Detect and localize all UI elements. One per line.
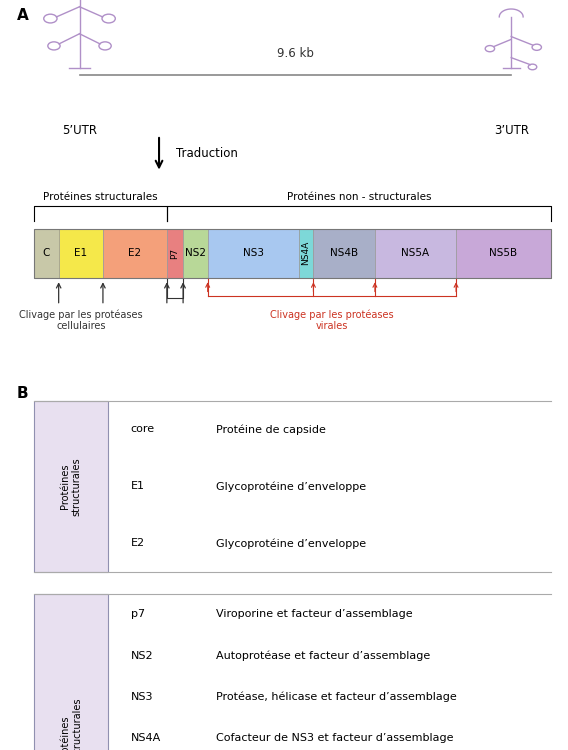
Bar [34, 400, 108, 572]
Text: NS5B: NS5B [490, 248, 517, 258]
Text: Protéines
non-structurales: Protéines non-structurales [60, 698, 82, 750]
Bar [34, 229, 59, 278]
Text: Protéines non - structurales: Protéines non - structurales [287, 193, 431, 202]
Text: 5’UTR: 5’UTR [62, 124, 97, 136]
Text: NS4A: NS4A [302, 241, 311, 266]
Text: E1: E1 [74, 248, 87, 258]
Text: E2: E2 [131, 538, 145, 548]
Bar [299, 229, 314, 278]
Bar [183, 229, 208, 278]
Text: C: C [43, 248, 50, 258]
Bar [59, 229, 103, 278]
Bar [103, 229, 167, 278]
Text: Cofacteur de NS3 et facteur d’assemblage: Cofacteur de NS3 et facteur d’assemblage [216, 733, 453, 742]
Text: Viroporine et facteur d’assemblage: Viroporine et facteur d’assemblage [216, 610, 412, 620]
Text: NS4B: NS4B [330, 248, 358, 258]
Text: Protéase, hélicase et facteur d’assemblage: Protéase, hélicase et facteur d’assembla… [216, 692, 457, 702]
Bar [208, 229, 299, 278]
Bar [167, 229, 183, 278]
Bar [34, 594, 108, 750]
Text: Protéines
structurales: Protéines structurales [60, 457, 82, 516]
Text: Glycoprotéine d’enveloppe: Glycoprotéine d’enveloppe [216, 538, 366, 548]
Text: NS2: NS2 [185, 248, 206, 258]
Text: NS2: NS2 [131, 650, 153, 661]
Text: 9.6 kb: 9.6 kb [277, 47, 314, 60]
Text: Clivage par les protéases
cellulaires: Clivage par les protéases cellulaires [19, 309, 143, 332]
Bar [314, 229, 375, 278]
Text: Glycoprotéine d’enveloppe: Glycoprotéine d’enveloppe [216, 481, 366, 491]
Text: Protéine de capside: Protéine de capside [216, 424, 325, 434]
Text: Clivage par les protéases
virales: Clivage par les protéases virales [270, 309, 394, 332]
Text: P7: P7 [170, 248, 179, 259]
Bar [456, 229, 551, 278]
Text: E1: E1 [131, 482, 145, 491]
Text: core: core [131, 424, 154, 434]
Text: 3’UTR: 3’UTR [494, 124, 529, 136]
Text: A: A [17, 8, 29, 22]
Text: NS3: NS3 [131, 692, 153, 702]
Text: NS3: NS3 [243, 248, 264, 258]
Bar [375, 229, 456, 278]
Text: NS4A: NS4A [131, 733, 161, 742]
Text: Autoprotéase et facteur d’assemblage: Autoprotéase et facteur d’assemblage [216, 650, 430, 661]
Bar [34, 229, 551, 278]
Text: Traduction: Traduction [176, 147, 238, 160]
Text: p7: p7 [131, 610, 145, 620]
Text: B: B [17, 386, 28, 401]
Text: Protéines structurales: Protéines structurales [43, 193, 158, 202]
Text: NS5A: NS5A [402, 248, 429, 258]
Text: E2: E2 [128, 248, 141, 258]
